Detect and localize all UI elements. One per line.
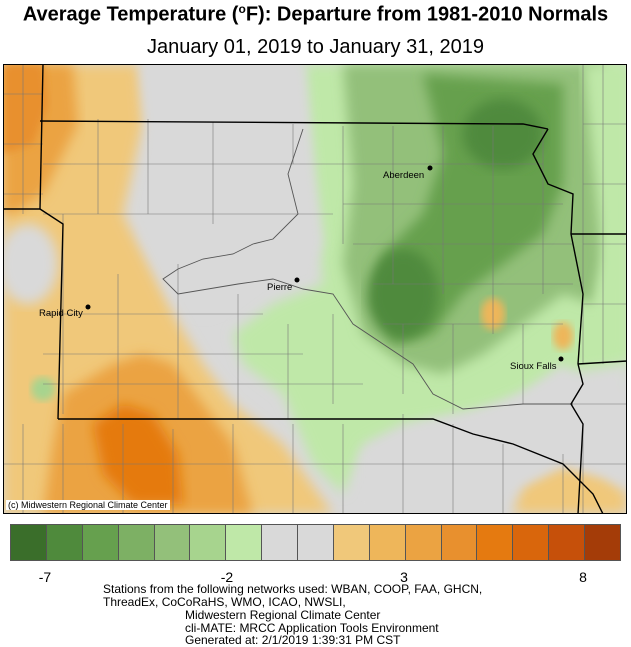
- cool-region-east-edge: [583, 64, 627, 364]
- footer-line-3: Midwestern Regional Climate Center: [185, 608, 381, 622]
- warm-region-south-dark: [93, 404, 183, 504]
- cool-core-north: [463, 99, 543, 169]
- city-aberdeen: Aberdeen: [383, 165, 433, 181]
- legend-swatch: [81, 524, 119, 561]
- city-pierre: Pierre: [267, 277, 300, 293]
- county-lines: [3, 64, 627, 514]
- color-legend: [10, 524, 621, 562]
- legend-swatch: [404, 524, 442, 561]
- cool-spot-west: [31, 377, 55, 401]
- legend-swatch: [10, 524, 47, 561]
- legend-swatch: [332, 524, 370, 561]
- neutral-pocket-west: [3, 224, 58, 304]
- temperature-departure-map: Aberdeen Pierre Rapid City Sioux Falls: [3, 64, 627, 514]
- legend-tick-3: 3: [400, 569, 408, 585]
- legend-swatch: [476, 524, 514, 561]
- legend-swatch: [512, 524, 550, 561]
- svg-text:Aberdeen: Aberdeen: [383, 170, 424, 181]
- legend-tick-8: 8: [579, 569, 587, 585]
- legend-tick-minus-2: -2: [220, 569, 234, 585]
- neutral-region-center: [143, 64, 323, 314]
- legend-swatch: [368, 524, 406, 561]
- city-rapid-city: Rapid City: [39, 304, 91, 319]
- state-borders: [3, 64, 627, 514]
- footer-line-1: Stations from the following networks use…: [103, 582, 483, 596]
- legend-swatch: [117, 524, 155, 561]
- map-subtitle: January 01, 2019 to January 31, 2019: [147, 36, 484, 58]
- legend-swatch: [189, 524, 227, 561]
- warm-spot-east-2: [553, 322, 573, 350]
- map-title: Average Temperature (oF): Departure from…: [22, 2, 609, 26]
- degree-symbol: o: [238, 2, 246, 16]
- footer-line-2: ThreadEx, CoCoRaHS, WMO, ICAO, NWSLI,: [103, 595, 346, 609]
- svg-text:Pierre: Pierre: [267, 282, 292, 293]
- cool-core: [368, 249, 438, 339]
- map-frame: [3, 64, 627, 514]
- legend-swatch: [261, 524, 299, 561]
- legend-swatch: [548, 524, 586, 561]
- footer-line-4: cli-MATE: MRCC Application Tools Environ…: [185, 621, 439, 635]
- legend-tick-minus-7: -7: [38, 569, 52, 585]
- legend-swatch: [297, 524, 334, 561]
- legend-swatch: [225, 524, 263, 561]
- legend-swatch: [45, 524, 83, 561]
- legend-swatch: [584, 524, 621, 561]
- city-sioux-falls: Sioux Falls: [510, 356, 564, 372]
- svg-text:Rapid City: Rapid City: [39, 308, 83, 319]
- missouri-river: [162, 128, 573, 410]
- warm-region-southeast: [513, 464, 627, 514]
- legend-swatch: [153, 524, 191, 561]
- credit-label: (c) Midwestern Regional Climate Center: [6, 500, 170, 510]
- legend-swatch: [440, 524, 478, 561]
- warm-region-northwest-dark: [3, 64, 48, 154]
- svg-text:Sioux Falls: Sioux Falls: [510, 361, 557, 372]
- footer-line-5: Generated at: 2/1/2019 1:39:31 PM CST: [185, 633, 401, 647]
